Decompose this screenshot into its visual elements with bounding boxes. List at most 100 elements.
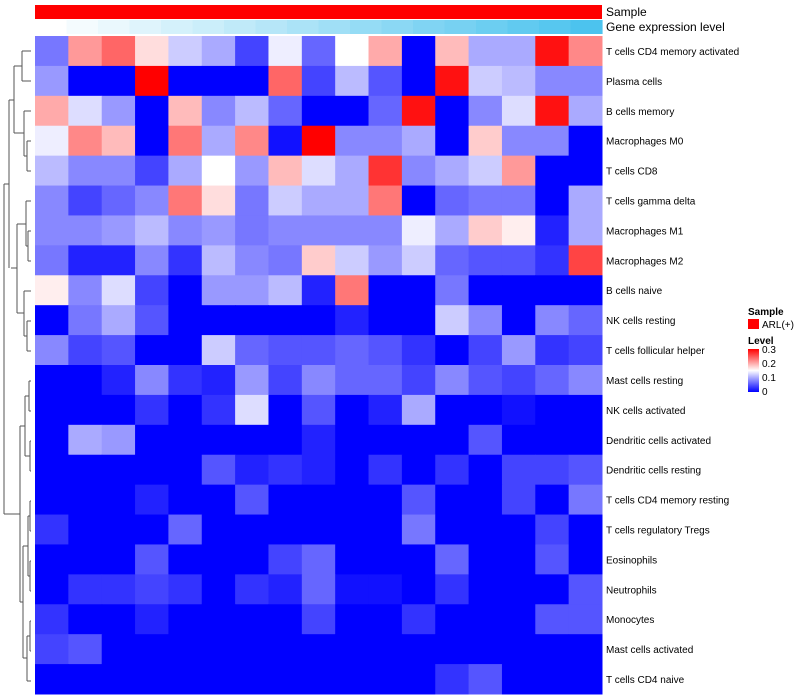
heatmap-cell — [68, 394, 103, 426]
heatmap-cell — [335, 95, 370, 127]
heatmap-cell — [401, 484, 436, 516]
row-label: T cells regulatory Tregs — [606, 526, 710, 537]
gene-expression-cell — [476, 20, 509, 34]
dendrogram-branches — [3, 50, 31, 682]
heatmap-cell — [435, 424, 470, 456]
gene-expression-cell — [98, 20, 131, 34]
heatmap-cell — [435, 275, 470, 306]
heatmap-cell — [168, 275, 203, 306]
heatmap-cell — [268, 275, 303, 306]
heatmap-cell — [101, 95, 136, 127]
heatmap-cell — [201, 454, 236, 486]
heatmap-cell — [201, 335, 236, 366]
heatmap-cell — [168, 365, 203, 396]
heatmap-cell — [535, 215, 570, 246]
heatmap-cell — [501, 574, 536, 605]
heatmap-cell — [568, 245, 603, 276]
heatmap-cell — [168, 574, 203, 605]
heatmap-cell — [68, 185, 103, 216]
heatmap-cell — [335, 514, 370, 545]
heatmap-cell — [101, 185, 136, 216]
gene-expression-cell — [192, 20, 225, 34]
heatmap-cell — [401, 514, 436, 545]
heatmap-cell — [501, 514, 536, 545]
heatmap-cell — [135, 365, 169, 396]
heatmap-cell — [68, 305, 103, 336]
heatmap-cell — [335, 185, 370, 216]
heatmap-cell — [101, 604, 136, 635]
heatmap-cell — [368, 454, 403, 486]
heatmap-cell — [235, 394, 269, 426]
heatmap-cell — [35, 544, 69, 575]
heatmap-cell — [501, 634, 536, 665]
heatmap-cell — [68, 365, 103, 396]
heatmap-cell — [168, 484, 203, 516]
heatmap-cell — [401, 574, 436, 605]
heatmap-cell — [468, 424, 503, 456]
heatmap-cell — [435, 484, 470, 516]
heatmap-cell — [35, 454, 69, 486]
heatmap-cell — [235, 454, 269, 486]
gene-expression-cell — [444, 20, 477, 34]
heatmap-cell — [135, 335, 169, 366]
row-label: Dendritic cells activated — [606, 436, 711, 447]
heatmap-cell — [568, 155, 603, 187]
heatmap-cell — [235, 424, 269, 456]
heatmap-cell — [301, 514, 336, 545]
legend-level-tick: 0 — [762, 387, 768, 398]
legend-sample-entry: ARL(+) — [762, 320, 794, 331]
heatmap-cell — [168, 394, 203, 426]
heatmap-cell — [568, 454, 603, 486]
heatmap-cell — [235, 574, 269, 605]
heatmap-cell — [368, 514, 403, 545]
heatmap-cell — [201, 424, 236, 456]
heatmap-cell — [201, 574, 236, 605]
heatmap-cell — [35, 394, 69, 426]
heatmap-cell — [268, 394, 303, 426]
heatmap-cell — [201, 215, 236, 246]
heatmap-cell — [568, 305, 603, 336]
row-label: T cells gamma delta — [606, 197, 696, 208]
heatmap-cell — [68, 574, 103, 605]
heatmap-cell — [235, 335, 269, 366]
heatmap-cell — [335, 155, 370, 187]
heatmap-cell — [368, 215, 403, 246]
heatmap-cell — [535, 125, 570, 157]
heatmap-cell — [435, 574, 470, 605]
heatmap-cell — [401, 305, 436, 336]
heatmap-cell — [268, 125, 303, 157]
heatmap-cell — [568, 484, 603, 516]
gene-expression-cell — [161, 20, 194, 34]
heatmap-cell — [501, 65, 536, 97]
heatmap-cell — [35, 215, 69, 246]
heatmap-cell — [435, 95, 470, 127]
heatmap-cell — [535, 664, 570, 695]
heatmap-cell — [135, 394, 169, 426]
heatmap-cell — [401, 95, 436, 127]
heatmap-cell — [201, 394, 236, 426]
row-label: Monocytes — [606, 615, 654, 626]
heatmap-cell — [368, 95, 403, 127]
heatmap-cell — [35, 484, 69, 516]
heatmap-cell — [35, 634, 69, 665]
heatmap-cell — [168, 185, 203, 216]
heatmap-cell — [335, 574, 370, 605]
heatmap-cell — [335, 275, 370, 306]
heatmap-cell — [535, 454, 570, 486]
heatmap-cell — [568, 424, 603, 456]
heatmap-cell — [568, 574, 603, 605]
heatmap-cell — [568, 275, 603, 306]
heatmap-cell — [435, 185, 470, 216]
heatmap-cell — [268, 155, 303, 187]
heatmap-cell — [135, 544, 169, 575]
heatmap-cell — [168, 634, 203, 665]
heatmap-cell — [401, 215, 436, 246]
heatmap-cell — [35, 245, 69, 276]
heatmap-cell — [568, 36, 603, 67]
heatmap-cell — [468, 514, 503, 545]
heatmap-cell — [101, 544, 136, 575]
heatmap-cell — [301, 574, 336, 605]
heatmap-cell — [168, 215, 203, 246]
heatmap-cell — [335, 335, 370, 366]
heatmap-cell — [568, 544, 603, 575]
